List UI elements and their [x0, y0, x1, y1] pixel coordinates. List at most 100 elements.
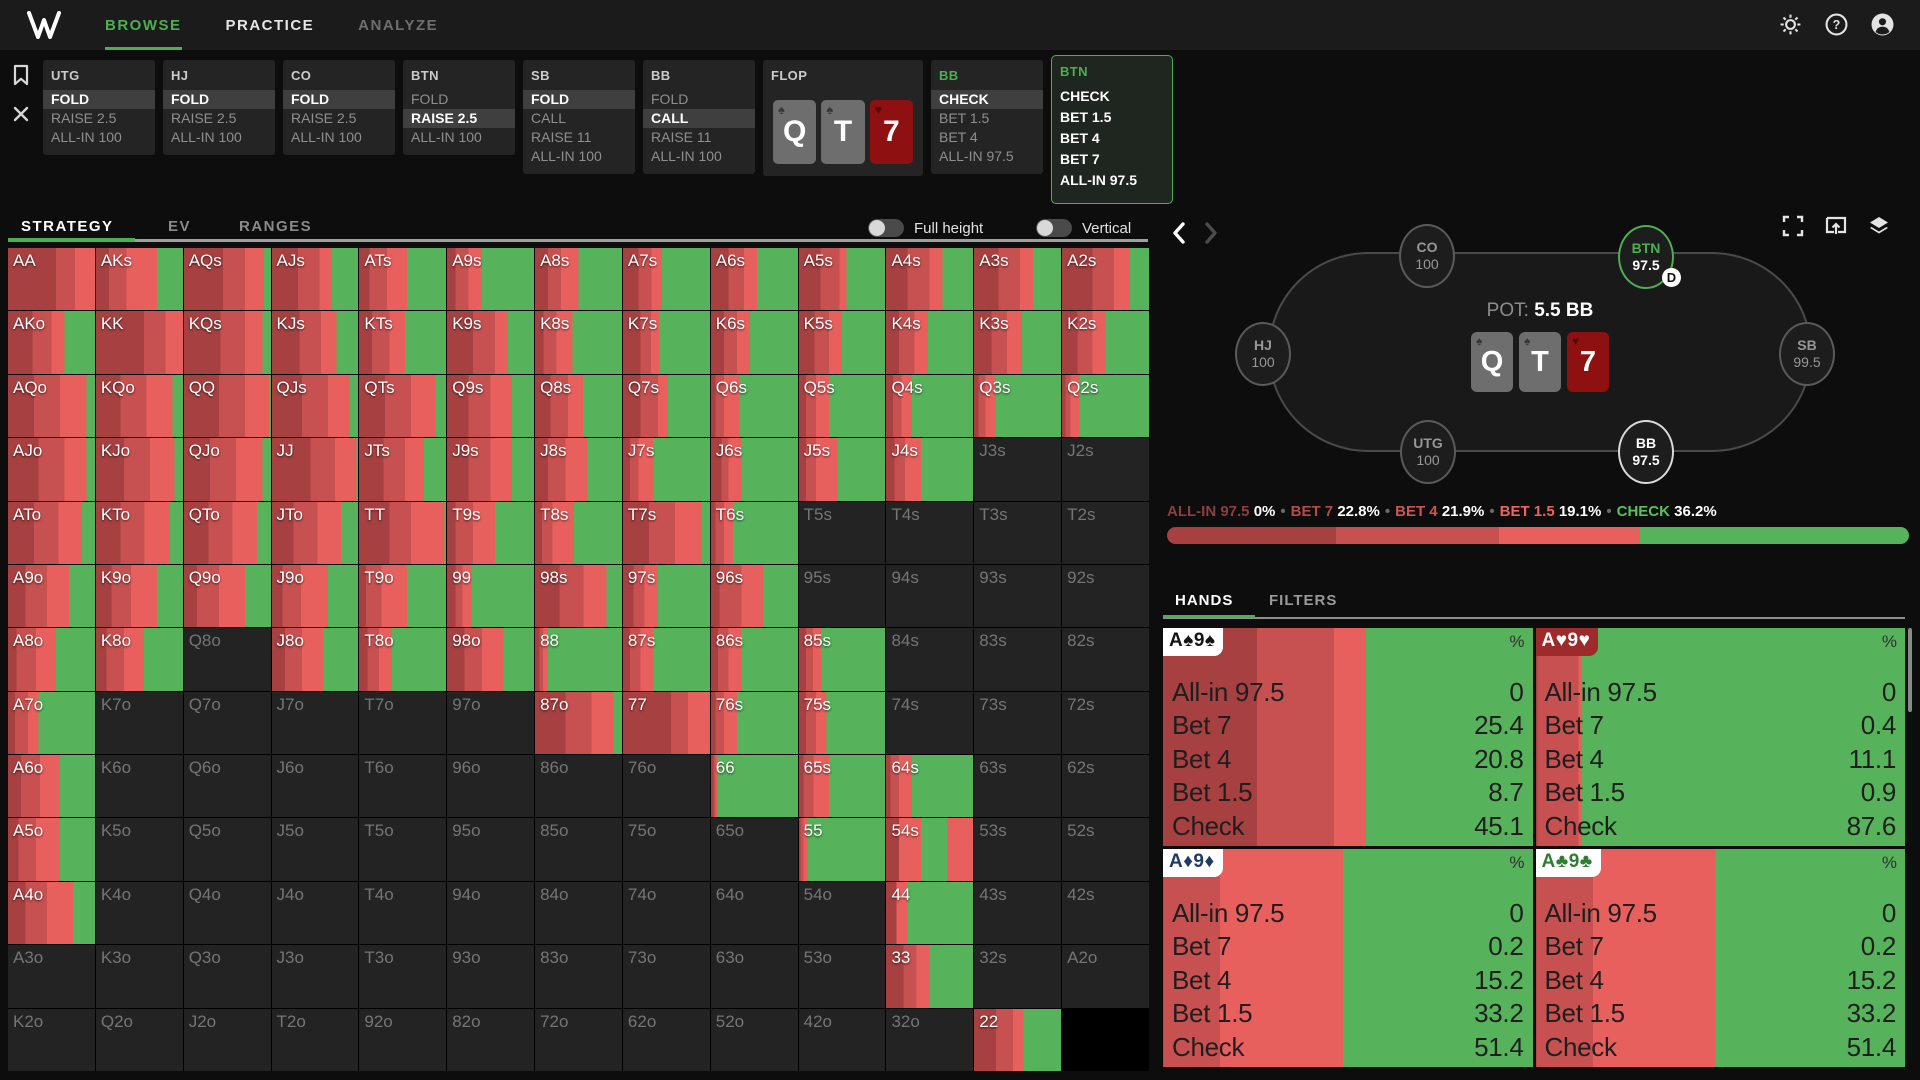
layers-icon[interactable]	[1868, 215, 1890, 237]
matrix-cell-T8s[interactable]: T8s	[535, 501, 622, 564]
matrix-cell-T8o[interactable]: T8o	[359, 628, 447, 691]
matrix-cell-65o[interactable]: 65o	[710, 818, 798, 881]
matrix-cell-J4s[interactable]: J4s	[886, 438, 974, 501]
matrix-cell-Q6o[interactable]: Q6o	[183, 755, 271, 818]
action-check[interactable]: CHECK	[931, 90, 1043, 109]
action-fold[interactable]: FOLD	[523, 90, 635, 109]
hand-card[interactable]: A♥9♥% All-in 97.5 0 Bet 7 0.4 Bet 4 11.1 Bet 1.…	[1535, 628, 1905, 846]
matrix-cell-K6s[interactable]: K6s	[710, 311, 798, 374]
action-bet-7[interactable]: BET 7	[1060, 151, 1100, 167]
action-raise-2.5[interactable]: RAISE 2.5	[51, 110, 117, 126]
matrix-cell-Q3o[interactable]: Q3o	[183, 945, 271, 1008]
matrix-cell-K3o[interactable]: K3o	[95, 945, 183, 1008]
matrix-cell-Q5o[interactable]: Q5o	[183, 818, 271, 881]
matrix-cell-K2s[interactable]: K2s	[1062, 311, 1149, 374]
matrix-cell-52o[interactable]: 52o	[710, 1008, 798, 1071]
matrix-cell-A6s[interactable]: A6s	[710, 248, 798, 311]
tab-hands[interactable]: HANDS	[1175, 592, 1234, 609]
matrix-cell-94o[interactable]: 94o	[447, 881, 535, 945]
matrix-cell-TT[interactable]: TT	[359, 501, 447, 564]
matrix-cell-K6o[interactable]: K6o	[95, 755, 183, 818]
matrix-cell-J2s[interactable]: J2s	[1062, 438, 1149, 501]
matrix-cell-A3s[interactable]: A3s	[974, 248, 1062, 311]
hand-card[interactable]: A♦9♦% All-in 97.5 0 Bet 7 0.2 Bet 4 15.2 Bet 1.…	[1163, 849, 1533, 1067]
matrix-cell-77[interactable]: 77	[622, 691, 710, 755]
nav-tab-practice[interactable]: PRACTICE	[225, 16, 315, 34]
matrix-cell-87o[interactable]: 87o	[535, 691, 622, 755]
matrix-cell-J6o[interactable]: J6o	[271, 755, 359, 818]
action-call[interactable]: CALL	[531, 110, 567, 126]
seat-btn[interactable]: BTN 97.5 D	[1618, 225, 1681, 289]
action-all-in-100[interactable]: ALL-IN 100	[291, 129, 362, 145]
matrix-cell-J8s[interactable]: J8s	[535, 438, 622, 501]
help-icon[interactable]: ?	[1825, 13, 1848, 36]
action-raise-2.5[interactable]: RAISE 2.5	[291, 110, 357, 126]
matrix-cell-62s[interactable]: 62s	[1062, 755, 1149, 818]
matrix-cell-QJo[interactable]: QJo	[183, 438, 271, 501]
settings-icon[interactable]	[1779, 13, 1802, 36]
action-bet-1.5[interactable]: BET 1.5	[1060, 109, 1112, 125]
matrix-cell-95s[interactable]: 95s	[798, 564, 886, 628]
matrix-cell-95o[interactable]: 95o	[447, 818, 535, 881]
matrix-cell-62o[interactable]: 62o	[622, 1008, 710, 1071]
matrix-cell-72o[interactable]: 72o	[535, 1008, 622, 1071]
matrix-cell-A7o[interactable]: A7o	[8, 691, 95, 755]
matrix-cell-Q6s[interactable]: Q6s	[710, 374, 798, 438]
matrix-cell-52s[interactable]: 52s	[1062, 818, 1149, 881]
matrix-cell-T3o[interactable]: T3o	[359, 945, 447, 1008]
matrix-cell-J3o[interactable]: J3o	[271, 945, 359, 1008]
matrix-cell-32s[interactable]: 32s	[974, 945, 1062, 1008]
app-logo-icon[interactable]	[26, 11, 66, 39]
matrix-cell-42o[interactable]: 42o	[798, 1008, 886, 1071]
matrix-cell-J7s[interactable]: J7s	[622, 438, 710, 501]
tab-ranges[interactable]: RANGES	[239, 218, 313, 235]
matrix-cell-AKs[interactable]: AKs	[95, 248, 183, 311]
present-icon[interactable]	[1825, 215, 1847, 237]
tab-ev[interactable]: EV	[168, 218, 192, 235]
matrix-cell-K9s[interactable]: K9s	[447, 311, 535, 374]
matrix-cell-KJo[interactable]: KJo	[95, 438, 183, 501]
nav-tab-browse[interactable]: BROWSE	[105, 0, 182, 50]
matrix-cell-76s[interactable]: 76s	[710, 691, 798, 755]
matrix-cell-84o[interactable]: 84o	[535, 881, 622, 945]
matrix-cell-74s[interactable]: 74s	[886, 691, 974, 755]
chevron-left-icon[interactable]	[1170, 222, 1188, 244]
matrix-cell-A3o[interactable]: A3o	[8, 945, 95, 1008]
action-all-in-97.5[interactable]: ALL-IN 97.5	[1060, 172, 1138, 188]
matrix-cell-Q8s[interactable]: Q8s	[535, 374, 622, 438]
action-all-in-100[interactable]: ALL-IN 100	[51, 129, 122, 145]
action-raise-2.5[interactable]: RAISE 2.5	[171, 110, 237, 126]
matrix-cell-84s[interactable]: 84s	[886, 628, 974, 691]
matrix-cell-73o[interactable]: 73o	[622, 945, 710, 1008]
matrix-cell-AKo[interactable]: AKo	[8, 311, 95, 374]
matrix-cell-QJs[interactable]: QJs	[271, 374, 359, 438]
action-all-in-100[interactable]: ALL-IN 100	[411, 129, 482, 145]
toggle-track[interactable]	[868, 219, 904, 237]
matrix-cell-22[interactable]: 22	[974, 1008, 1062, 1071]
bookmark-icon[interactable]	[12, 64, 30, 86]
matrix-cell-73s[interactable]: 73s	[974, 691, 1062, 755]
matrix-cell-K2o[interactable]: K2o	[8, 1008, 95, 1071]
matrix-cell-A2s[interactable]: A2s	[1062, 248, 1149, 311]
action-raise-11[interactable]: RAISE 11	[531, 129, 592, 145]
toggle-track[interactable]	[1036, 219, 1072, 237]
matrix-cell-Q3s[interactable]: Q3s	[974, 374, 1062, 438]
matrix-cell-T7s[interactable]: T7s	[622, 501, 710, 564]
matrix-cell-Q7o[interactable]: Q7o	[183, 691, 271, 755]
matrix-cell-K5o[interactable]: K5o	[95, 818, 183, 881]
matrix-cell-T5s[interactable]: T5s	[798, 501, 886, 564]
matrix-cell-A5o[interactable]: A5o	[8, 818, 95, 881]
matrix-cell-A9s[interactable]: A9s	[447, 248, 535, 311]
matrix-cell-92s[interactable]: 92s	[1062, 564, 1149, 628]
matrix-cell-T3s[interactable]: T3s	[974, 501, 1062, 564]
matrix-cell-72s[interactable]: 72s	[1062, 691, 1149, 755]
matrix-cell-JJ[interactable]: JJ	[271, 438, 359, 501]
matrix-cell-K8s[interactable]: K8s	[535, 311, 622, 374]
matrix-cell-64o[interactable]: 64o	[710, 881, 798, 945]
matrix-cell-K7s[interactable]: K7s	[622, 311, 710, 374]
matrix-cell-JTs[interactable]: JTs	[359, 438, 447, 501]
hand-card[interactable]: A♣9♣% All-in 97.5 0 Bet 7 0.2 Bet 4 15.2 Bet 1.…	[1535, 849, 1905, 1067]
matrix-cell-T9o[interactable]: T9o	[359, 564, 447, 628]
action-fold[interactable]: FOLD	[163, 90, 275, 109]
matrix-cell-85o[interactable]: 85o	[535, 818, 622, 881]
